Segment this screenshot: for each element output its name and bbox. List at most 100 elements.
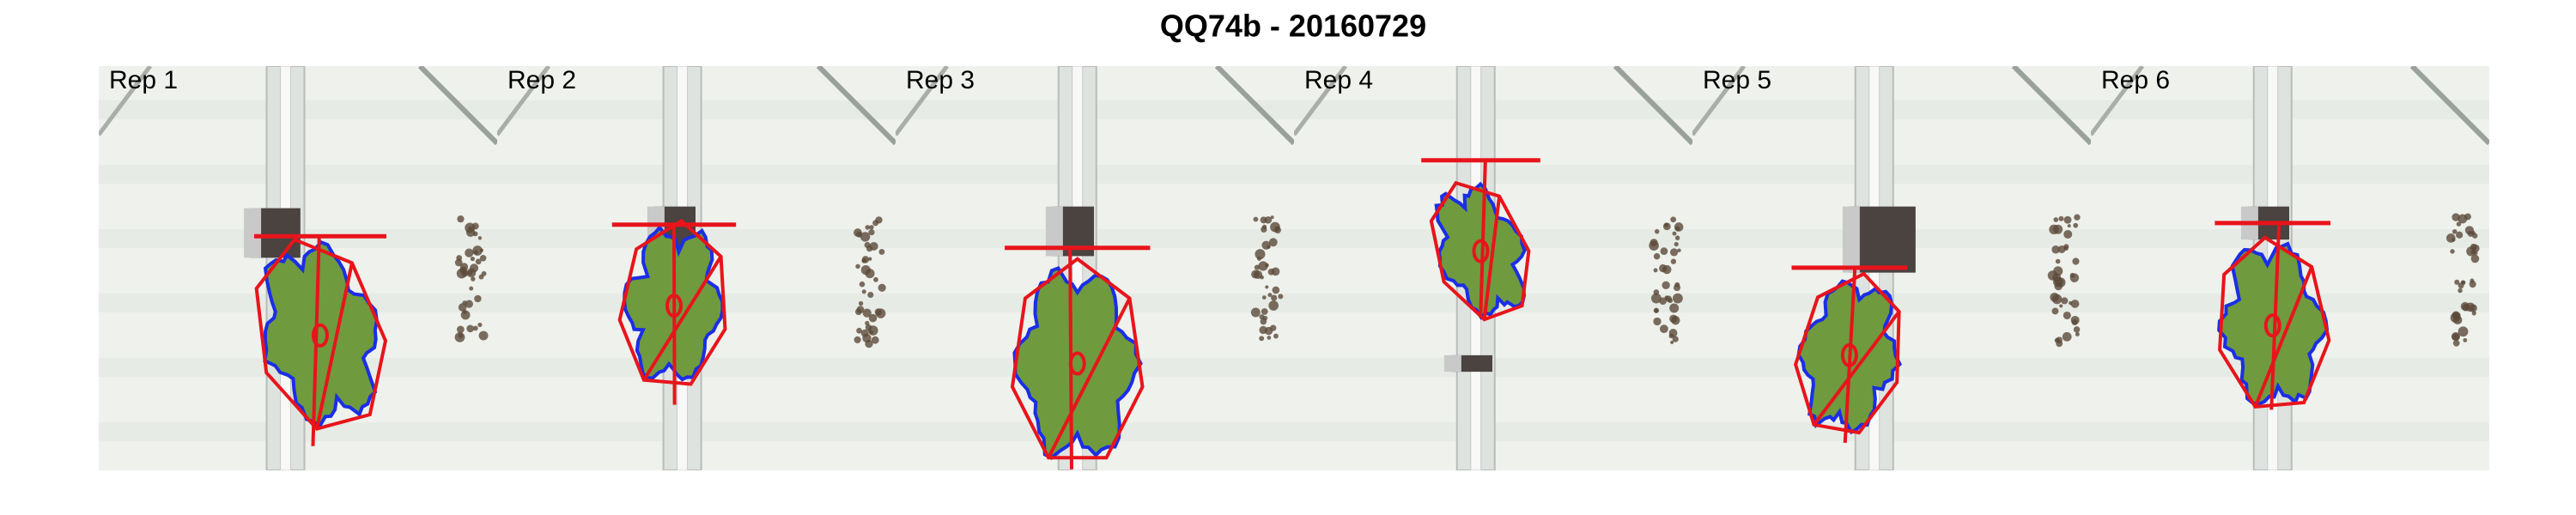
pot-box (1849, 206, 1916, 273)
soil (1653, 317, 1662, 326)
soil (454, 258, 463, 267)
soil (2057, 245, 2066, 253)
soil (869, 225, 874, 230)
soil (1672, 231, 1677, 236)
soil (1268, 238, 1278, 247)
soil (2053, 217, 2059, 222)
soil (459, 263, 469, 271)
soil (1264, 216, 1273, 224)
soil (1650, 293, 1662, 304)
soil (855, 264, 860, 270)
soil (1261, 295, 1267, 300)
soil (2063, 229, 2073, 239)
photo (497, 66, 896, 470)
soil (479, 248, 483, 252)
diagonal-line (2253, 266, 2314, 408)
soil (1259, 336, 1265, 342)
soil (1260, 275, 1264, 280)
centroid (1840, 342, 1858, 367)
soil (1270, 324, 1277, 331)
soil (479, 254, 487, 262)
soil (1668, 333, 1674, 339)
frame-diagonal (1692, 66, 1746, 136)
soil (868, 229, 875, 236)
soil (871, 336, 879, 344)
diagonal-line (1482, 196, 1502, 320)
soil (465, 248, 474, 258)
convex-hull (1794, 271, 1901, 435)
soil (2073, 326, 2081, 333)
panel-label: Rep 4 (1304, 66, 1373, 94)
soil (854, 336, 861, 343)
soil (1265, 285, 1269, 289)
photo (99, 66, 497, 470)
soil (469, 286, 474, 291)
soil (858, 300, 864, 306)
soil (2464, 213, 2471, 221)
photo (1294, 66, 1692, 470)
soil (2070, 300, 2080, 308)
soil (457, 215, 465, 223)
soil (1262, 315, 1268, 321)
photo (1692, 66, 2091, 470)
soil (860, 264, 871, 276)
soil (1653, 307, 1660, 313)
soil (1662, 264, 1672, 275)
soil (856, 327, 862, 334)
soil (465, 300, 473, 308)
soil (456, 325, 465, 334)
soil (1673, 293, 1683, 304)
convex-hull (254, 237, 388, 431)
soil (1670, 216, 1677, 223)
soil (1662, 281, 1670, 290)
soil (1273, 333, 1279, 339)
soil (2452, 339, 2460, 347)
soil (466, 324, 475, 333)
soil (467, 270, 473, 276)
soil (862, 333, 872, 343)
plant-outline (263, 239, 379, 429)
panel-label: Rep 2 (507, 66, 576, 94)
soil (2470, 254, 2480, 264)
soil (1654, 228, 1660, 234)
frame-diagonal (896, 66, 949, 136)
soil (2072, 258, 2080, 265)
soil (1669, 314, 1678, 324)
soil (1674, 222, 1684, 232)
pot-light (1842, 206, 1860, 273)
pot-light (1443, 354, 1461, 373)
soil (1267, 336, 1272, 340)
panel-label: Rep 3 (906, 66, 975, 94)
soil (878, 249, 885, 255)
soil (856, 306, 865, 313)
soil (867, 291, 874, 299)
frame-diagonal (1214, 66, 1294, 146)
soil (1270, 215, 1274, 220)
panel-label: Rep 6 (2101, 66, 2170, 94)
soil (2458, 288, 2463, 294)
soil (2051, 307, 2059, 315)
soil (2460, 301, 2470, 311)
soil (873, 276, 878, 282)
soil (472, 325, 478, 331)
image-panel: Rep 5 (1692, 66, 2091, 470)
figure-title: QQ74b - 20160729 (1160, 9, 1426, 44)
soil (2063, 245, 2069, 251)
soil (1670, 340, 1674, 344)
soil (2074, 214, 2081, 221)
soil (478, 330, 489, 341)
soil (862, 308, 872, 318)
soil (2063, 311, 2071, 320)
soil (859, 281, 866, 288)
soil (2055, 258, 2061, 264)
soil (2049, 224, 2059, 235)
convex-hull (617, 218, 727, 386)
soil (2067, 224, 2071, 228)
soil (2047, 270, 2058, 281)
soil (477, 236, 483, 240)
soil (1670, 258, 1677, 264)
soil (1272, 286, 1280, 294)
soil (864, 241, 871, 249)
soil (1267, 293, 1273, 298)
soil (1250, 307, 1261, 318)
